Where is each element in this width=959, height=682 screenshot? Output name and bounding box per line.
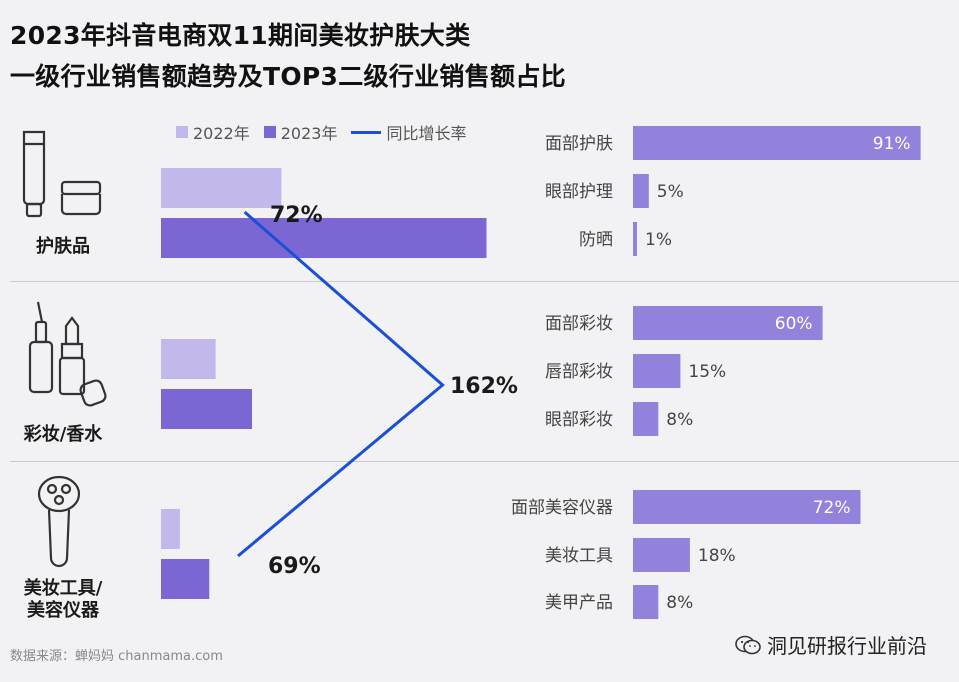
sub-bar bbox=[633, 222, 637, 256]
legend-item-2023: 2023年 bbox=[263, 120, 338, 144]
sub-category-label: 美甲产品 bbox=[545, 593, 613, 613]
sub-value-label: 8% bbox=[666, 410, 693, 430]
sub-bar bbox=[633, 490, 861, 524]
bar-2023-2 bbox=[161, 559, 210, 599]
sub-value-label: 72% bbox=[813, 498, 851, 518]
sub-bar bbox=[633, 126, 921, 160]
growth-label: 69% bbox=[268, 554, 321, 579]
category-label-skincare: 护肤品 bbox=[36, 236, 90, 257]
sub-category-label: 眼部护理 bbox=[545, 182, 613, 202]
sub-value-label: 15% bbox=[688, 362, 726, 382]
sub-category-label: 美妆工具 bbox=[545, 546, 613, 566]
legend-item-2022: 2022年 bbox=[176, 120, 250, 144]
skincare-cream-icon bbox=[22, 130, 102, 218]
legend-label-growth: 同比增长率 bbox=[386, 124, 467, 143]
beauty-device-icon bbox=[37, 475, 81, 568]
sub-bar bbox=[633, 402, 659, 436]
sub-bar bbox=[633, 354, 681, 388]
sub-category-label: 唇部彩妆 bbox=[545, 362, 613, 382]
sub-value-label: 91% bbox=[873, 134, 911, 154]
category-label-beauty-tools: 美妆工具/ 美容仪器 bbox=[23, 578, 103, 621]
sub-bar bbox=[633, 585, 659, 619]
chart-title-line1: 2023年抖音电商双11期间美妆护肤大类 bbox=[10, 21, 471, 50]
sub-bar bbox=[633, 174, 649, 208]
sub-value-label: 8% bbox=[666, 593, 693, 613]
legend-item-growth: 同比增长率 bbox=[351, 120, 466, 144]
sub-category-label: 面部护肤 bbox=[545, 134, 613, 154]
category-label-makeup: 彩妆/香水 bbox=[23, 424, 103, 445]
watermark: 洞见研报行业前沿 bbox=[735, 630, 927, 659]
sub-category-label: 面部美容仪器 bbox=[511, 498, 613, 518]
watermark-text: 洞见研报行业前沿 bbox=[767, 634, 927, 658]
legend-swatch-growth bbox=[351, 130, 382, 134]
sub-value-label: 60% bbox=[775, 314, 813, 334]
sub-category-label: 面部彩妆 bbox=[545, 314, 613, 334]
growth-label: 162% bbox=[450, 374, 518, 399]
legend-label-2023: 2023年 bbox=[280, 124, 338, 143]
bar-2022-2 bbox=[161, 509, 180, 549]
bar-2023-0 bbox=[161, 218, 487, 258]
bar-2022-0 bbox=[161, 168, 282, 208]
section-divider bbox=[10, 461, 959, 462]
sub-bar bbox=[633, 306, 823, 340]
wechat-icon bbox=[735, 635, 761, 654]
sub-value-label: 18% bbox=[698, 546, 736, 566]
legend-swatch-2023 bbox=[263, 126, 276, 138]
chart-title-line2: 一级行业销售额趋势及TOP3二级行业销售额占比 bbox=[10, 62, 566, 91]
lipstick-perfume-icon bbox=[28, 301, 107, 407]
growth-label: 72% bbox=[270, 203, 323, 228]
section-divider bbox=[10, 281, 959, 282]
legend-swatch-2022 bbox=[176, 126, 188, 138]
bar-2023-1 bbox=[161, 389, 252, 429]
sub-category-label: 防晒 bbox=[579, 230, 613, 250]
sub-value-label: 1% bbox=[645, 230, 672, 250]
growth-line bbox=[237, 210, 445, 558]
sub-category-label: 眼部彩妆 bbox=[545, 410, 613, 430]
sub-value-label: 5% bbox=[657, 182, 684, 202]
legend-label-2022: 2022年 bbox=[193, 124, 250, 143]
bar-2022-1 bbox=[161, 339, 216, 379]
legend: 2022年 2023年 同比增长率 bbox=[176, 120, 480, 144]
source-note: 数据来源：蝉妈妈 chanmama.com bbox=[10, 649, 223, 664]
sub-bar bbox=[633, 538, 690, 572]
